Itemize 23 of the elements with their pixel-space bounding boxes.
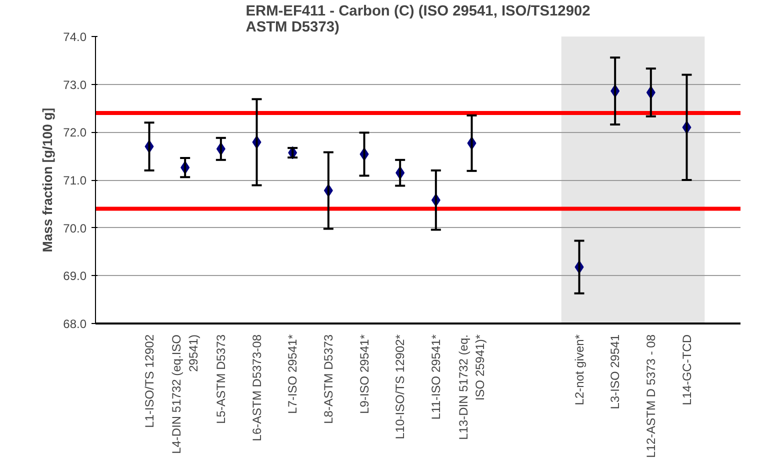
x-tick-label: L4-DIN 51732 (eq.ISO 29541) — [170, 334, 200, 454]
x-tick-label: L11-ISO 29541* — [428, 334, 443, 420]
y-tick-label: 71.0 — [63, 174, 87, 188]
x-tick-label: L2-not given* — [572, 334, 586, 406]
y-tick-label: 72.0 — [63, 126, 87, 140]
y-tick-label: 70.0 — [63, 221, 87, 236]
x-tick-label: L7-ISO 29541* — [286, 334, 300, 414]
x-tick-label: L6-ASTM D5373-08 — [250, 334, 264, 442]
x-tick-label: L14-GC-TCD — [680, 334, 694, 406]
x-tick-label: L13-DIN 51732 (eq. ISO 25941)* — [456, 334, 488, 440]
x-tick-label: L12-ASTM D 5373 - 08 — [644, 334, 658, 458]
y-tick-label: 68.0 — [63, 317, 87, 331]
y-tick-label: 69.0 — [63, 269, 87, 284]
y-axis-title: Mass fraction [g/100 g] — [40, 108, 56, 252]
x-tick-label: L8-ASTM D5373 — [321, 334, 336, 424]
x-tick-label: L9-ISO 29541* — [357, 334, 372, 414]
x-tick-label: L3-ISO 29541 — [608, 334, 622, 410]
chart-title: ERM-EF411 - Carbon (C) (ISO 29541, ISO/TS12902 ASTM D5373) — [246, 4, 590, 36]
x-tick-label: L5-ASTM D5373 — [214, 334, 228, 424]
y-tick-label: 73.0 — [63, 78, 87, 92]
x-tick-label: L1-ISO/TS 12902 — [142, 334, 156, 428]
y-tick-label: 74.0 — [63, 30, 87, 44]
x-tick-label: L10-ISO/TS 12902* — [393, 334, 408, 440]
